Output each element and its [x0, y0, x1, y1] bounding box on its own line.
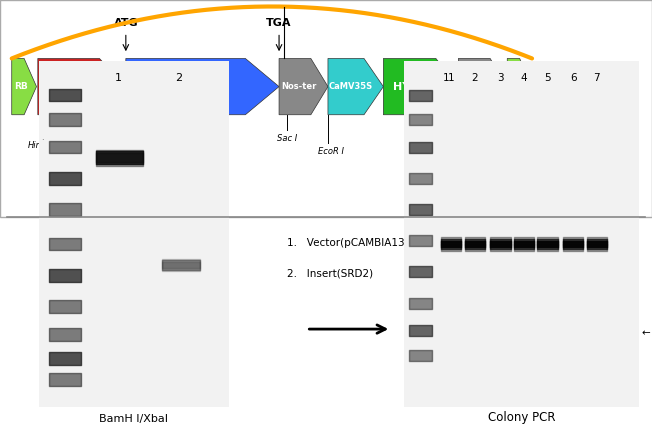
Text: RB: RB: [14, 82, 28, 91]
Text: ← 745 bp: ← 745 bp: [642, 328, 652, 339]
Polygon shape: [12, 58, 37, 115]
Text: 2: 2: [175, 73, 183, 83]
Text: 1: 1: [115, 73, 122, 83]
Polygon shape: [279, 58, 328, 115]
Text: TGA: TGA: [266, 18, 292, 28]
Polygon shape: [126, 58, 279, 115]
Text: 1: 1: [429, 237, 436, 248]
Text: 3: 3: [497, 73, 504, 83]
Text: ATG: ATG: [113, 18, 138, 28]
Text: Colony PCR: Colony PCR: [488, 411, 556, 424]
Polygon shape: [62, 166, 199, 207]
Text: BamHII: BamHII: [150, 136, 180, 145]
Text: 6: 6: [570, 237, 576, 248]
Text: Pst I: Pst I: [274, 0, 293, 2]
Polygon shape: [328, 58, 383, 115]
Text: ·: ·: [42, 136, 44, 145]
Polygon shape: [458, 58, 507, 115]
Text: smGFP: smGFP: [164, 79, 224, 94]
Text: 1.   Vector(pCAMBIA1300): 1. Vector(pCAMBIA1300): [287, 238, 421, 248]
Text: SRD2: SRD2: [100, 179, 141, 193]
Text: 2: 2: [471, 237, 478, 248]
Text: 5: 5: [544, 73, 551, 83]
Polygon shape: [38, 58, 126, 115]
Text: LB: LB: [511, 82, 523, 91]
Text: 7: 7: [593, 237, 600, 248]
Text: 2: 2: [471, 73, 478, 83]
Text: HindIII: HindIII: [27, 141, 55, 150]
Text: 35S-ter: 35S-ter: [461, 82, 496, 91]
Text: XbaI: XbaI: [118, 136, 136, 145]
Polygon shape: [507, 58, 532, 115]
Text: SRD2: SRD2: [502, 220, 533, 229]
Polygon shape: [383, 58, 458, 115]
Text: 7: 7: [593, 73, 600, 83]
Text: HYG(R): HYG(R): [393, 81, 437, 92]
Text: BamH I/XbaI: BamH I/XbaI: [99, 414, 168, 424]
Text: pCAMBIA1300-smGFP: pCAMBIA1300-smGFP: [462, 167, 607, 180]
Text: EcoR I: EcoR I: [318, 147, 344, 156]
Text: CaMV35S: CaMV35S: [46, 81, 104, 92]
Text: 1: 1: [448, 73, 454, 83]
Text: 1    2: 1 2: [83, 224, 112, 235]
Text: 1: 1: [443, 73, 450, 83]
Text: CaMV35S: CaMV35S: [329, 82, 373, 91]
Text: 4: 4: [521, 73, 527, 83]
Text: 1: 1: [448, 237, 454, 248]
Text: Sac I: Sac I: [276, 134, 297, 143]
Text: 3: 3: [497, 237, 504, 248]
Text: 5: 5: [544, 237, 551, 248]
Text: 2.   Insert(SRD2): 2. Insert(SRD2): [287, 268, 373, 278]
Text: Nos-ter: Nos-ter: [282, 82, 317, 91]
Text: 4: 4: [521, 237, 527, 248]
Text: 6: 6: [570, 73, 576, 83]
